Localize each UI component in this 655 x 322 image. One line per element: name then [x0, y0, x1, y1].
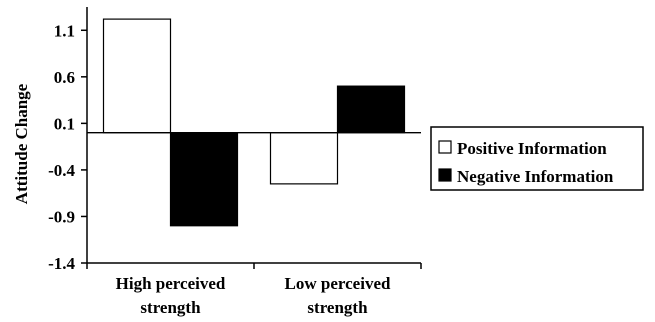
legend-frame: [430, 126, 644, 191]
legend-swatch-positive: [438, 140, 452, 154]
bar-negative-1: [169, 132, 239, 227]
bar-positive-2: [269, 132, 339, 185]
legend-label-negative: Negative Information: [457, 167, 614, 186]
bar-negative-2: [336, 85, 406, 134]
bar-positive-1: [102, 18, 172, 134]
x-category-label-2: strength: [307, 298, 368, 317]
y-tick-label: 0.1: [54, 114, 75, 133]
y-tick-label: -0.9: [48, 207, 75, 226]
y-tick-label: -1.4: [48, 254, 75, 273]
legend-swatch-negative: [438, 168, 452, 182]
y-axis-title: Attitude Change: [12, 83, 31, 204]
x-category-label-2: Low perceived: [285, 274, 391, 293]
legend-label-positive: Positive Information: [457, 139, 607, 158]
legend: Positive Information Negative Informatio…: [430, 126, 644, 191]
y-tick-label: 0.6: [54, 68, 75, 87]
y-tick-label: -0.4: [48, 161, 75, 180]
x-category-label-1: strength: [140, 298, 201, 317]
y-tick-label: 1.1: [54, 21, 75, 40]
x-category-label-1: High perceived: [116, 274, 226, 293]
